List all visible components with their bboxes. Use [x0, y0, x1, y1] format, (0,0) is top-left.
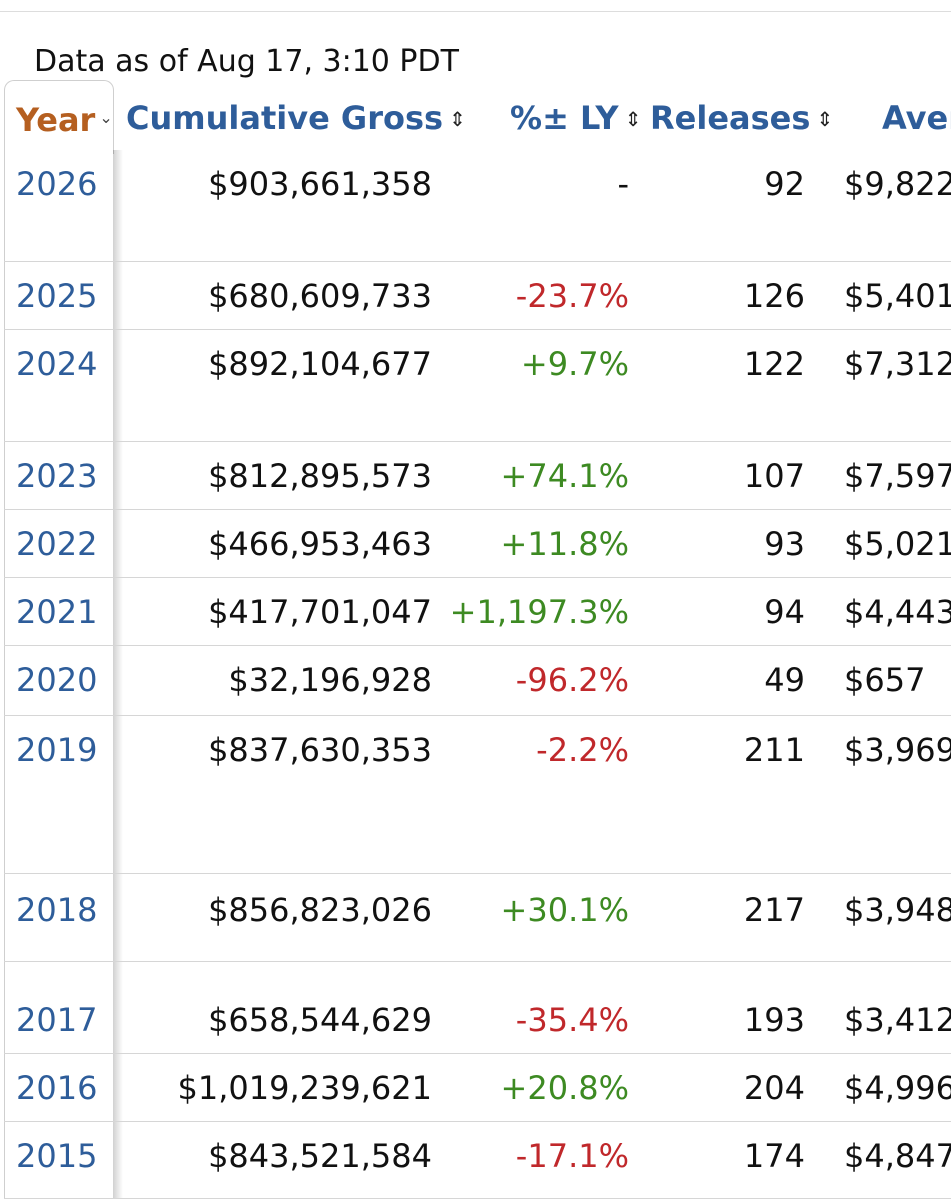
average-value: $657 [844, 661, 926, 699]
year-link[interactable]: 2020 [16, 661, 98, 699]
year-link[interactable]: 2022 [16, 525, 98, 563]
table-row: 2017 $658,544,629 -35.4% 193 $3,412 [4, 962, 951, 1054]
releases-value: 107 [743, 457, 805, 495]
column-header-cumulative-gross[interactable]: Cumulative Gross ⇕ [126, 96, 466, 140]
sort-icon: ⇕ [624, 107, 642, 131]
average-value: $9,822 [844, 165, 951, 203]
pct-ly-value: -17.1% [515, 1137, 629, 1175]
table-row: 2018 $856,823,026 +30.1% 217 $3,948 [4, 874, 951, 962]
table-row: 2025 $680,609,733 -23.7% 126 $5,401 [4, 262, 951, 330]
cumulative-gross-value: $856,823,026 [208, 891, 432, 929]
table-row: 2024 $892,104,677 +9.7% 122 $7,312 [4, 330, 951, 442]
pct-ly-value: +9.7% [520, 345, 629, 383]
column-header-releases-label: Releases [650, 99, 811, 137]
table-row: 2026 $903,661,358 - 92 $9,822 [4, 150, 951, 262]
cumulative-gross-value: $892,104,677 [208, 345, 432, 383]
column-header-releases[interactable]: Releases ⇕ [650, 96, 833, 140]
releases-value: 217 [743, 891, 805, 929]
cumulative-gross-value: $812,895,573 [208, 457, 432, 495]
chevron-down-icon: ⌄ [99, 108, 113, 127]
table-row: 2016 $1,019,239,621 +20.8% 204 $4,996 [4, 1054, 951, 1122]
releases-value: 94 [764, 593, 805, 631]
average-value: $4,443 [844, 593, 951, 631]
column-header-cumulative-gross-label: Cumulative Gross [126, 99, 444, 137]
average-value: $7,312 [844, 345, 951, 383]
average-value: $4,847 [844, 1137, 951, 1175]
column-header-pct-ly-label: %± LY [510, 99, 619, 137]
sort-icon: ⇕ [449, 107, 466, 131]
cumulative-gross-value: $658,544,629 [208, 1001, 432, 1039]
table-row: 2023 $812,895,573 +74.1% 107 $7,597 [4, 442, 951, 510]
table-row: 2020 $32,196,928 -96.2% 49 $657 [4, 646, 951, 716]
average-value: $3,412 [844, 1001, 951, 1039]
average-value: $5,401 [844, 277, 951, 315]
sort-icon: ⇕ [816, 107, 834, 131]
cumulative-gross-value: $32,196,928 [228, 661, 432, 699]
pct-ly-value: +20.8% [500, 1069, 629, 1107]
year-link[interactable]: 2021 [16, 593, 98, 631]
pct-ly-value: - [617, 165, 629, 203]
column-header-year-label: Year [16, 101, 96, 139]
year-link[interactable]: 2015 [16, 1137, 98, 1175]
pct-ly-value: +11.8% [500, 525, 629, 563]
releases-value: 193 [743, 1001, 805, 1039]
year-link[interactable]: 2024 [16, 345, 98, 383]
releases-value: 93 [764, 525, 805, 563]
cumulative-gross-value: $837,630,353 [208, 731, 432, 769]
cumulative-gross-value: $903,661,358 [208, 165, 432, 203]
column-header-average[interactable]: Aver [882, 96, 951, 140]
year-header-box [4, 80, 114, 154]
releases-value: 92 [764, 165, 805, 203]
yearly-gross-table: Year ⌄ Cumulative Gross ⇕ %± LY ⇕ Releases ⇕… [0, 80, 951, 1199]
average-value: $5,021 [844, 525, 951, 563]
releases-value: 174 [743, 1137, 805, 1175]
column-header-year[interactable]: Year ⌄ [16, 96, 113, 140]
cumulative-gross-value: $680,609,733 [208, 277, 432, 315]
pct-ly-value: -2.2% [536, 731, 629, 769]
year-link[interactable]: 2016 [16, 1069, 98, 1107]
year-link[interactable]: 2017 [16, 1001, 98, 1039]
releases-value: 211 [743, 731, 805, 769]
table-row: 2019 $837,630,353 -2.2% 211 $3,969 [4, 716, 951, 874]
pct-ly-value: +74.1% [500, 457, 629, 495]
table-row: 2022 $466,953,463 +11.8% 93 $5,021 [4, 510, 951, 578]
releases-value: 122 [743, 345, 805, 383]
pct-ly-value: -96.2% [515, 661, 629, 699]
pct-ly-value: +30.1% [500, 891, 629, 929]
sticky-column-shadow [113, 150, 123, 1199]
cumulative-gross-value: $466,953,463 [208, 525, 432, 563]
average-value: $7,597 [844, 457, 951, 495]
top-divider [0, 11, 951, 12]
table-header-row: Year ⌄ Cumulative Gross ⇕ %± LY ⇕ Releases ⇕… [0, 80, 951, 154]
pct-ly-value: -23.7% [515, 277, 629, 315]
sticky-year-column [4, 150, 113, 1199]
average-value: $4,996 [844, 1069, 951, 1107]
cumulative-gross-value: $1,019,239,621 [177, 1069, 432, 1107]
column-header-average-label: Aver [882, 99, 951, 137]
column-header-pct-ly[interactable]: %± LY ⇕ [510, 96, 641, 140]
cumulative-gross-value: $843,521,584 [208, 1137, 432, 1175]
year-link[interactable]: 2023 [16, 457, 98, 495]
year-link[interactable]: 2018 [16, 891, 98, 929]
releases-value: 204 [743, 1069, 805, 1107]
table-row: 2015 $843,521,584 -17.1% 174 $4,847 [4, 1122, 951, 1199]
average-value: $3,948 [844, 891, 951, 929]
pct-ly-value: -35.4% [515, 1001, 629, 1039]
pct-ly-value: +1,197.3% [449, 593, 629, 631]
average-value: $3,969 [844, 731, 951, 769]
data-as-of-label: Data as of Aug 17, 3:10 PDT [34, 44, 459, 79]
releases-value: 49 [764, 661, 805, 699]
table-row: 2021 $417,701,047 +1,197.3% 94 $4,443 [4, 578, 951, 646]
cumulative-gross-value: $417,701,047 [208, 593, 432, 631]
year-link[interactable]: 2026 [16, 165, 98, 203]
year-link[interactable]: 2019 [16, 731, 98, 769]
releases-value: 126 [743, 277, 805, 315]
year-link[interactable]: 2025 [16, 277, 98, 315]
